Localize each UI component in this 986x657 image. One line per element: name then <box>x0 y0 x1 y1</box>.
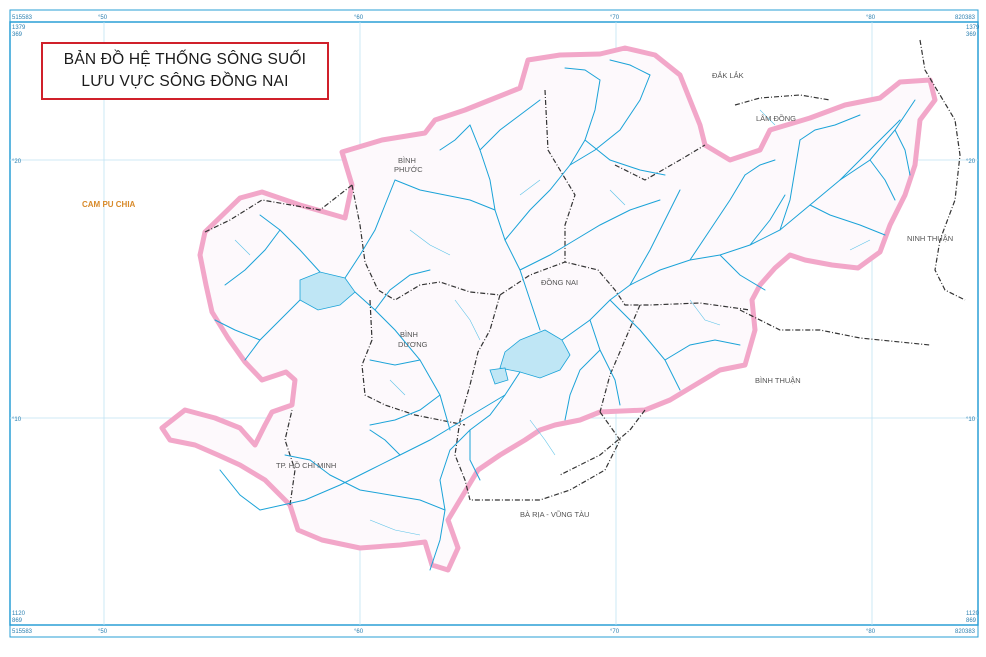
region-cambodia: CAM PU CHIA <box>82 200 136 209</box>
tick-left-1: °20 <box>12 159 22 165</box>
map-title-line-2: LƯU VỰC SÔNG ĐỒNG NAI <box>81 73 289 90</box>
region-dong-nai: ĐỒNG NAI <box>541 277 578 287</box>
tick-top-4: °80 <box>866 15 876 21</box>
frame-tick-labels: 515583 1379 369 820383 1379 369 515583 1… <box>12 15 980 635</box>
corner-top-left-x: 515583 <box>12 15 33 21</box>
region-binh-phuoc-2: PHƯỚC <box>394 165 423 174</box>
region-tp-hcm: TP. HỒ CHÍ MINH <box>276 460 336 470</box>
region-ba-ria-vung-tau: BÀ RỊA - VŨNG TÀU <box>520 510 589 519</box>
region-ninh-thuan: NINH THUẬN <box>907 234 953 243</box>
tick-bottom-3: °70 <box>610 629 620 635</box>
region-binh-thuan: BÌNH THUẬN <box>755 376 801 385</box>
tick-right-1: °20 <box>966 159 976 165</box>
corner-top-left-y2: 369 <box>12 32 23 38</box>
admin-boundaries <box>204 39 966 506</box>
tick-right-2: °10 <box>966 417 976 423</box>
river-tributaries <box>234 109 871 536</box>
region-labels: CAM PU CHIA BÌNH PHƯỚC ĐẮK LẮK LÂM ĐỒNG … <box>82 71 953 519</box>
tick-left-2: °10 <box>12 417 22 423</box>
small-lake <box>489 367 509 385</box>
tick-bottom-4: °80 <box>866 629 876 635</box>
corner-bottom-right-y1: 1120 <box>966 611 980 617</box>
corner-bottom-left-x: 515583 <box>12 629 33 635</box>
tick-bottom-1: °50 <box>98 629 108 635</box>
dau-tieng-lake <box>299 271 356 311</box>
corner-top-right-y2: 369 <box>966 32 977 38</box>
map-frame-outer <box>9 9 979 638</box>
map-title-line-1: BẢN ĐỒ HỆ THỐNG SÔNG SUỐI <box>63 51 307 68</box>
basin-border <box>159 45 938 573</box>
region-lam-dong: LÂM ĐỒNG <box>756 113 796 123</box>
tri-an-lake <box>499 329 571 379</box>
region-binh-duong-2: DƯƠNG <box>398 340 428 349</box>
corner-top-right-x: 820383 <box>955 15 976 21</box>
map-title-box: BẢN ĐỒ HỆ THỐNG SÔNG SUỐI LƯU VỰC SÔNG Đ… <box>41 42 329 100</box>
corner-bottom-right-x: 820383 <box>955 629 976 635</box>
tick-top-2: °60 <box>354 15 364 21</box>
corner-top-left-y1: 1379 <box>12 25 26 31</box>
lakes <box>299 271 571 385</box>
river-network <box>214 59 916 571</box>
corner-bottom-left-y2: 869 <box>12 618 23 624</box>
corner-top-right-y1: 1379 <box>966 25 980 31</box>
corner-bottom-left-y1: 1120 <box>12 611 26 617</box>
region-binh-phuoc-1: BÌNH <box>398 156 416 165</box>
corner-bottom-right-y2: 869 <box>966 618 977 624</box>
tick-top-3: °70 <box>610 15 620 21</box>
region-dak-lak: ĐẮK LẮK <box>712 71 744 80</box>
region-binh-duong-1: BÌNH <box>400 330 418 339</box>
tick-bottom-2: °60 <box>354 629 364 635</box>
tick-top-1: °50 <box>98 15 108 21</box>
